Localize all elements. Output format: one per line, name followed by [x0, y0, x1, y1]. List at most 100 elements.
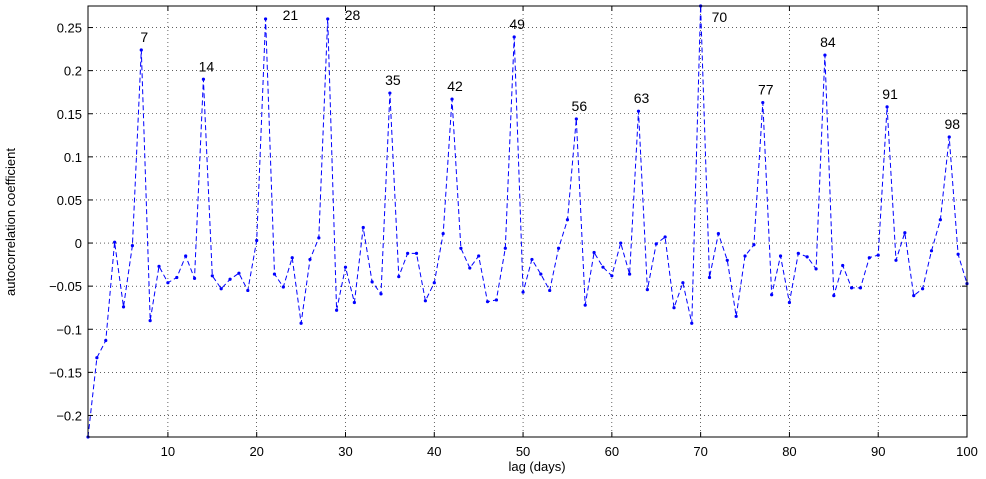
data-point: [290, 256, 294, 260]
data-point: [192, 276, 197, 280]
peak-label: 70: [712, 9, 728, 25]
x-tick-label: 70: [693, 444, 707, 459]
x-tick-label: 90: [871, 444, 885, 459]
data-point: [477, 254, 481, 258]
data-point: [903, 231, 907, 235]
y-tick-labels: 0.25 0.2 0.15 0.1 0.05 0 −0.05 −0.1 −0.15 −0.2: [49, 21, 82, 424]
data-point: [654, 242, 658, 246]
peak-label: 35: [385, 72, 401, 88]
y-tick-label: −0.2: [56, 408, 82, 423]
y-tick-label: 0: [75, 236, 82, 251]
series-line: [87, 5, 968, 438]
x-tick-label: 80: [782, 444, 796, 459]
data-point: [690, 321, 694, 325]
peak-label: 14: [199, 58, 215, 74]
x-tick-label: 60: [605, 444, 619, 459]
data-point: [450, 97, 454, 101]
data-point: [317, 236, 321, 240]
data-point: [770, 293, 774, 297]
data-point: [610, 274, 614, 278]
data-point: [308, 257, 312, 262]
peak-label: 63: [634, 90, 650, 106]
data-point: [796, 251, 800, 255]
data-point: [210, 274, 214, 278]
data-point: [406, 251, 410, 255]
data-point: [583, 303, 587, 307]
data-point: [432, 281, 436, 285]
data-point: [601, 265, 605, 269]
data-point: [388, 91, 392, 95]
data-point: [130, 244, 134, 248]
y-tick-label: 0.15: [57, 107, 82, 122]
data-point: [237, 271, 241, 275]
data-point: [619, 241, 623, 245]
data-point: [876, 253, 880, 257]
peak-label: 77: [758, 82, 774, 98]
data-point: [947, 135, 951, 139]
y-tick-label: 0.25: [57, 21, 82, 36]
data-point: [379, 292, 383, 296]
data-point: [263, 17, 268, 21]
y-tick-label: −0.15: [49, 365, 82, 380]
data-point: [956, 252, 960, 256]
data-point: [255, 238, 259, 243]
peak-label: 21: [283, 7, 299, 23]
data-point: [636, 109, 641, 113]
data-point: [148, 319, 152, 323]
data-point: [397, 275, 401, 279]
data-point: [459, 246, 463, 250]
data-point: [548, 288, 552, 293]
data-point: [628, 272, 632, 276]
data-point: [139, 48, 143, 52]
data-point: [201, 77, 206, 81]
x-axis-label: lag (days): [508, 459, 565, 474]
data-point: [219, 287, 223, 291]
data-point: [574, 117, 578, 121]
data-point: [281, 285, 285, 289]
data-point: [858, 286, 863, 290]
data-point: [814, 267, 818, 271]
data-point: [228, 277, 232, 281]
data-point: [716, 231, 720, 236]
data-point: [530, 257, 534, 262]
data-point: [725, 258, 729, 262]
data-point: [894, 258, 898, 262]
data-point: [592, 250, 596, 255]
data-point: [805, 255, 809, 259]
data-point: [503, 246, 507, 250]
peak-label: 42: [447, 78, 463, 94]
data-point: [752, 243, 756, 247]
data-point: [938, 218, 942, 222]
data-point: [494, 298, 499, 302]
data-point: [468, 266, 472, 270]
data-point: [663, 235, 667, 239]
data-point: [512, 35, 516, 39]
x-tick-label: 40: [427, 444, 441, 459]
data-point: [929, 249, 934, 253]
peak-label: 91: [882, 86, 898, 102]
data-point: [352, 300, 356, 305]
data-point: [734, 314, 738, 318]
data-point: [370, 280, 374, 284]
data-point: [885, 105, 889, 109]
data-point: [849, 286, 854, 290]
data-point: [912, 294, 916, 298]
data-point: [361, 225, 365, 230]
x-tick-label: 30: [338, 444, 352, 459]
data-point: [335, 308, 339, 312]
data-point: [423, 299, 427, 303]
y-tick-label: 0.05: [57, 193, 82, 208]
data-point: [113, 240, 117, 244]
data-point: [184, 254, 188, 258]
data-point: [343, 265, 348, 269]
peak-label: 56: [572, 98, 588, 114]
data-point: [921, 287, 925, 291]
data-point: [823, 53, 827, 57]
data-point: [867, 256, 871, 260]
y-tick-label: −0.1: [56, 322, 82, 337]
peak-annotations: 7 14 21 28 35 42 49 56 63 70 77 84 91 98: [140, 7, 960, 132]
x-tick-labels: 10 20 30 40 50 60 70 80 90 100: [161, 444, 978, 459]
data-point: [841, 263, 845, 268]
data-point: [175, 275, 179, 280]
